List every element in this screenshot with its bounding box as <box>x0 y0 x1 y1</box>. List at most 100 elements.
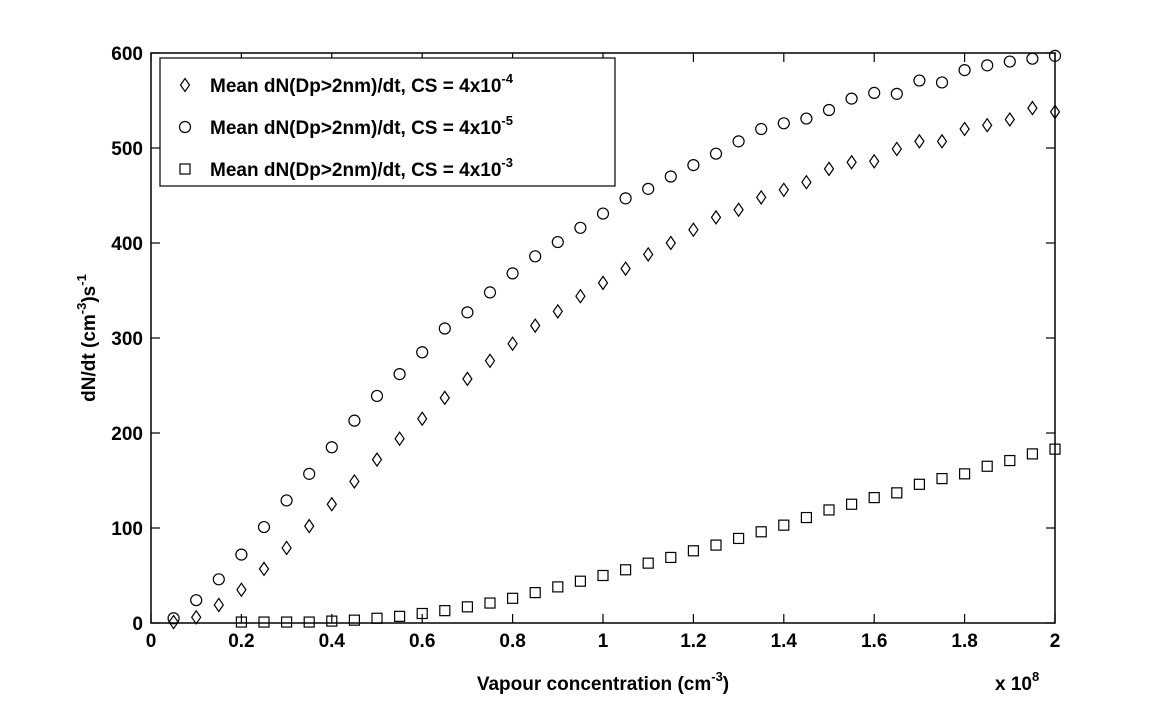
x-tick-label: 0.2 <box>228 631 254 652</box>
data-point-square <box>552 581 564 593</box>
data-point-circle <box>822 103 836 117</box>
data-point-diamond <box>665 235 677 251</box>
x-multiplier-base: x 10 <box>995 674 1032 695</box>
data-point-circle <box>280 494 293 507</box>
y-tick-label: 400 <box>111 234 143 255</box>
data-point-diamond <box>710 209 722 225</box>
data-point-circle <box>574 221 587 234</box>
data-point-diamond <box>642 246 654 262</box>
data-point-square <box>281 616 293 628</box>
x-tick-label: 1 <box>598 631 609 652</box>
legend-entry-2-label: Mean dN(Dp>2nm)/dt, CS = 4x10 <box>210 118 501 139</box>
data-point-circle <box>868 86 881 100</box>
data-point-diamond <box>891 141 903 157</box>
data-point-square <box>529 586 541 599</box>
y-tick-label: 200 <box>111 424 143 445</box>
x-axis-title: Vapour concentration (cm-3) <box>477 669 729 695</box>
data-point-circle <box>664 170 677 183</box>
data-point-diamond <box>597 275 609 291</box>
legend-marker-diamond <box>179 77 191 93</box>
data-point-circle <box>890 87 903 100</box>
data-point-square <box>1026 448 1039 460</box>
x-multiplier: x 108 <box>995 669 1039 695</box>
data-point-diamond <box>914 133 925 149</box>
data-point-square <box>258 616 270 628</box>
data-point-diamond <box>371 452 383 468</box>
data-point-square <box>981 460 993 472</box>
data-point-circle <box>732 135 745 148</box>
data-point-circle <box>167 612 180 625</box>
data-point-diamond <box>462 371 473 387</box>
data-point-diamond <box>236 582 247 598</box>
data-point-square <box>913 478 926 490</box>
y-axis-title-main: dN/dt (cm <box>79 314 100 402</box>
y-tick-label: 0 <box>132 614 143 635</box>
data-point-circle <box>1026 52 1039 65</box>
y-tick-label: 100 <box>111 519 143 540</box>
data-point-square <box>845 498 858 510</box>
data-point-circle <box>348 414 361 427</box>
data-point-diamond <box>936 133 948 149</box>
data-point-diamond <box>1049 104 1061 120</box>
data-point-square <box>891 487 903 499</box>
data-point-diamond <box>1027 100 1038 116</box>
data-point-diamond <box>394 431 405 447</box>
data-point-diamond <box>349 473 360 490</box>
data-point-circle <box>325 441 338 454</box>
data-point-diamond <box>575 288 586 304</box>
data-point-square <box>1004 454 1016 467</box>
data-point-circle <box>393 368 406 381</box>
x-tick-label: 1.6 <box>861 631 887 652</box>
data-point-square <box>665 551 677 564</box>
data-point-square <box>710 539 722 551</box>
legend-entry-1: Mean dN(Dp>2nm)/dt, CS = 4x10-4 <box>210 71 514 97</box>
y-axis-title-sup1: -3 <box>74 303 89 315</box>
x-tick-label: 2 <box>1050 631 1061 652</box>
legend-entry-2-sup: -5 <box>501 113 513 128</box>
data-point-square <box>439 605 451 617</box>
data-point-circle <box>981 59 994 72</box>
data-point-circle <box>1048 49 1062 62</box>
data-point-diamond <box>507 336 518 352</box>
data-point-circle <box>596 207 610 220</box>
data-point-circle <box>257 520 271 534</box>
data-point-circle <box>483 286 497 299</box>
data-point-square <box>371 612 383 624</box>
data-point-square <box>574 575 587 587</box>
y-axis-title-mid: )s <box>79 286 100 303</box>
data-point-square <box>755 526 767 538</box>
data-point-circle <box>551 235 564 249</box>
data-point-circle <box>800 112 813 125</box>
data-point-square <box>348 614 360 626</box>
data-point-square <box>958 468 971 480</box>
y-axis-title-sup2: -1 <box>74 274 89 286</box>
data-point-circle <box>416 346 429 359</box>
legend-markers <box>178 77 192 175</box>
data-point-diamond <box>552 303 564 319</box>
data-point-square <box>732 532 745 545</box>
y-tick-label: 600 <box>111 44 143 65</box>
data-point-circle <box>619 192 632 205</box>
x-tick-label: 0 <box>146 631 157 652</box>
legend-marker-square <box>179 163 191 175</box>
data-point-circle <box>687 159 700 172</box>
x-axis-title-tail: ) <box>723 674 729 695</box>
data-point-square <box>235 616 247 628</box>
data-point-square <box>868 492 880 504</box>
data-point-diamond <box>755 189 767 205</box>
x-multiplier-exp: 8 <box>1032 669 1039 684</box>
legend-entry-1-label: Mean dN(Dp>2nm)/dt, CS = 4x10 <box>210 76 501 97</box>
legend: Mean dN(Dp>2nm)/dt, CS = 4x10-4 Mean dN(… <box>159 57 616 187</box>
data-point-circle <box>212 573 225 586</box>
data-point-square <box>778 519 790 531</box>
data-point-square <box>642 557 654 569</box>
legend-marker-circle <box>178 120 192 134</box>
data-point-diamond <box>823 161 835 177</box>
data-point-diamond <box>959 121 970 137</box>
data-point-circle <box>935 76 949 89</box>
legend-entry-3-sup: -3 <box>501 155 513 170</box>
data-point-diamond <box>529 318 541 334</box>
data-point-circle <box>1003 55 1016 68</box>
legend-box <box>159 57 616 187</box>
